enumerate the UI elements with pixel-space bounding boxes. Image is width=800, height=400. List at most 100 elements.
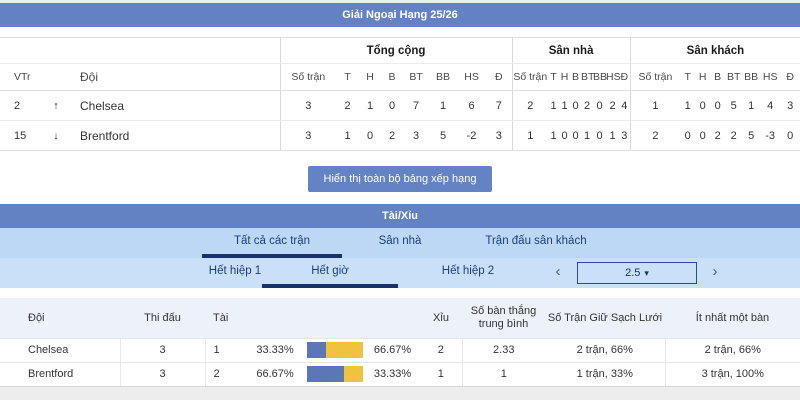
team-name: Brentford: [0, 361, 120, 387]
under-pct: 66.67%: [365, 337, 420, 362]
ou-header-spacer: [365, 298, 420, 338]
ou-header-clean-sheets: Số Trận Giữ Sạch Lưới: [545, 298, 665, 338]
stat-cell: 0: [593, 90, 607, 121]
stat-cell: 4: [619, 90, 631, 121]
ou-header-scored: Ít nhất một bàn: [665, 298, 800, 338]
stat-cell: 1: [548, 120, 560, 151]
stat-cell: 1: [548, 90, 560, 121]
chevron-down-icon: ▾: [644, 268, 649, 278]
group-header-home: Sân nhà: [511, 37, 631, 64]
group-header-away: Sân khách: [629, 37, 800, 64]
stat-cell: 2: [710, 120, 726, 151]
stat-header: B: [381, 63, 404, 91]
line-selector-dropdown[interactable]: 2.5 ▾: [577, 262, 697, 284]
stat-cell: 2: [336, 90, 360, 121]
period-tabs-row: Hết hiệp 1 Hết giờ Hết hiệp 2 ‹ 2.5 ▾ ›: [0, 258, 800, 288]
league-title: Giải Ngoại Hạng 25/26: [342, 9, 458, 21]
stat-header: T: [680, 63, 696, 91]
over-count: 2: [204, 361, 245, 387]
rank-value: 2: [0, 90, 40, 121]
scope-tabs-row: Tất cả các trận Sân nhà Trận đấu sân khá…: [0, 228, 800, 258]
avg-goals-value: 2.33: [461, 337, 545, 362]
col-header-team: Đội: [72, 63, 281, 91]
stat-header: BB: [429, 63, 458, 91]
over-under-header-bar: Tài/Xỉu: [0, 204, 800, 228]
team-name: Chelsea: [0, 337, 120, 362]
over-count: 1: [204, 337, 245, 362]
ou-header-team: Đội: [0, 298, 120, 338]
stat-cell: 0: [359, 120, 382, 151]
stat-header: HS: [606, 63, 621, 91]
stat-cell: 1: [429, 90, 458, 121]
ratio-bar-cell: [305, 361, 365, 387]
stat-cell: 0: [710, 90, 726, 121]
prev-line-button[interactable]: ‹: [555, 263, 561, 280]
team-name: Chelsea: [72, 90, 281, 121]
top-strip: [0, 0, 800, 3]
tab-away-matches[interactable]: Trận đấu sân khách: [485, 235, 587, 247]
stat-header: Số trận: [279, 63, 337, 91]
show-all-row: Hiển thị toàn bộ bảng xếp hạng: [0, 166, 800, 192]
stat-header: Đ: [780, 63, 800, 91]
col-header-rank: VTr: [0, 63, 40, 91]
stat-cell: 0: [559, 120, 571, 151]
stat-header: B: [570, 63, 582, 91]
ou-row: Brentford 3 2 66.67% 33.33% 1 1 1 trận, …: [0, 361, 800, 387]
tab-first-half[interactable]: Hết hiệp 1: [208, 265, 262, 277]
line-value: 2.5: [625, 267, 641, 279]
tab-full-time[interactable]: Hết giờ: [262, 258, 398, 288]
over-bar-segment: [307, 342, 326, 358]
stat-cell: 6: [457, 90, 487, 121]
over-under-ratio-bar: [307, 342, 363, 358]
under-bar-segment: [325, 342, 363, 358]
over-pct: 33.33%: [245, 337, 305, 362]
tab-second-half[interactable]: Hết hiệp 2: [441, 265, 495, 277]
stat-cell: 0: [680, 120, 696, 151]
standings-row: 2 ↑ Chelsea 3 2 1 0 7 1 6 7 2 1 1 0 2 0 …: [0, 90, 800, 121]
clean-sheets-value: 1 trận, 33%: [545, 361, 665, 387]
stat-header: H: [359, 63, 382, 91]
over-under-table: Đội Thi đấu Tài Xỉu Số bàn thắng trung b…: [0, 298, 800, 387]
standings-table: Tổng cộng Sân nhà Sân khách VTr Đội Số t…: [0, 37, 800, 151]
stat-cell: 0: [695, 90, 711, 121]
stat-cell: 2: [381, 120, 404, 151]
ratio-bar-cell: [305, 337, 365, 362]
stat-cell: 3: [279, 120, 337, 151]
col-header-trend: [40, 63, 72, 91]
stat-cell: 0: [780, 120, 800, 151]
over-under-title: Tài/Xỉu: [381, 210, 419, 222]
stat-cell: 1: [680, 90, 696, 121]
show-full-table-button[interactable]: Hiển thị toàn bộ bảng xếp hạng: [307, 166, 493, 192]
stat-cell: 2: [581, 90, 594, 121]
stat-header: T: [336, 63, 360, 91]
stat-cell: 0: [570, 120, 582, 151]
stat-cell: 1: [359, 90, 382, 121]
trend-up-icon: ↑: [40, 90, 72, 121]
over-pct: 66.67%: [245, 361, 305, 387]
tab-home-matches[interactable]: Sân nhà: [378, 235, 422, 247]
rank-value: 15: [0, 120, 40, 151]
stat-cell: 1: [511, 120, 549, 151]
clean-sheets-value: 2 trận, 66%: [545, 337, 665, 362]
stat-cell: 3: [619, 120, 631, 151]
over-bar-segment: [307, 366, 345, 382]
under-pct: 33.33%: [365, 361, 420, 387]
stat-header: H: [695, 63, 711, 91]
stat-header: BB: [742, 63, 761, 91]
stat-cell: 2: [629, 120, 681, 151]
stat-cell: 1: [581, 120, 594, 151]
stat-header: HS: [760, 63, 781, 91]
league-header-bar: Giải Ngoại Hạng 25/26: [0, 3, 800, 27]
over-under-ratio-bar: [307, 366, 363, 382]
tab-all-matches[interactable]: Tất cả các trận: [202, 228, 342, 258]
next-line-button[interactable]: ›: [712, 263, 718, 280]
group-header-spacer: [0, 37, 281, 64]
stat-cell: 3: [486, 120, 513, 151]
stat-header: BT: [581, 63, 594, 91]
avg-goals-value: 1: [461, 361, 545, 387]
stat-cell: 1: [559, 90, 571, 121]
group-header-total: Tổng cộng: [279, 37, 513, 64]
ou-header-under: Xỉu: [420, 298, 462, 338]
stat-cell: 1: [742, 90, 761, 121]
